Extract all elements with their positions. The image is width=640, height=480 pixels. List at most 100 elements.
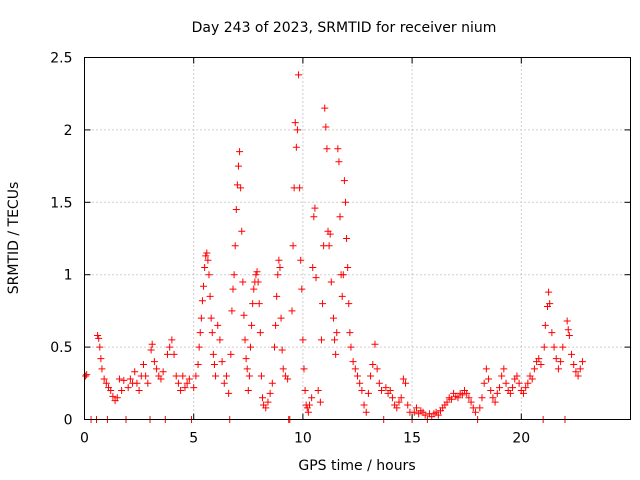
data-point	[242, 355, 250, 363]
data-point	[168, 336, 176, 344]
data-point	[118, 387, 126, 395]
data-point	[478, 394, 486, 402]
data-point	[513, 372, 521, 380]
data-point	[208, 329, 216, 337]
data-point	[509, 384, 517, 392]
data-point	[218, 358, 226, 366]
data-point	[249, 300, 257, 308]
data-point	[334, 145, 342, 153]
data-point	[297, 256, 305, 264]
data-point	[354, 372, 361, 380]
data-point	[97, 355, 105, 363]
data-point	[209, 350, 217, 358]
data-point	[495, 384, 503, 392]
data-point	[274, 271, 282, 279]
data-point	[476, 404, 484, 412]
data-point	[482, 365, 490, 373]
data-point	[271, 343, 279, 351]
data-point	[336, 213, 344, 221]
data-point	[204, 256, 212, 264]
data-point	[576, 365, 584, 373]
data-point	[568, 350, 576, 358]
data-point	[487, 387, 495, 395]
data-point	[537, 360, 545, 368]
data-point	[299, 336, 307, 344]
data-point	[410, 408, 418, 416]
data-point	[506, 389, 514, 397]
data-point	[240, 311, 248, 319]
data-point	[485, 375, 493, 383]
data-point	[316, 398, 324, 406]
data-point	[131, 368, 139, 376]
data-point	[273, 292, 281, 300]
data-point	[126, 375, 134, 383]
data-point	[421, 411, 429, 419]
data-point	[519, 389, 527, 397]
data-point	[563, 317, 571, 325]
y-tick-label: 2	[64, 123, 73, 139]
data-point	[289, 242, 297, 250]
data-point	[373, 365, 381, 373]
data-point	[333, 329, 341, 337]
data-point	[540, 343, 548, 351]
data-point	[319, 300, 327, 308]
data-point	[345, 300, 353, 308]
data-point	[369, 360, 377, 368]
data-point	[203, 249, 211, 257]
y-tick-label: 1.5	[50, 195, 72, 211]
data-point	[254, 278, 262, 286]
data-point	[535, 355, 543, 363]
data-point	[262, 404, 270, 412]
data-point	[236, 148, 244, 156]
data-point	[256, 329, 264, 337]
data-point	[326, 230, 334, 238]
data-point	[95, 334, 103, 342]
data-point	[378, 387, 386, 395]
data-point	[258, 394, 266, 402]
data-point	[340, 177, 348, 185]
data-point	[458, 391, 466, 399]
data-point	[491, 398, 499, 406]
data-point	[264, 398, 272, 406]
data-point	[314, 387, 322, 395]
data-point	[356, 379, 364, 387]
chart-title: Day 243 of 2023, SRMTID for receiver niu…	[192, 20, 497, 36]
data-point	[434, 411, 442, 419]
data-point	[94, 332, 102, 340]
data-point	[322, 123, 330, 131]
data-point	[559, 343, 567, 351]
data-point	[329, 314, 337, 322]
data-point	[276, 263, 284, 271]
data-point	[548, 329, 556, 337]
data-point	[358, 387, 366, 395]
data-point	[467, 398, 475, 406]
data-point	[395, 398, 403, 406]
data-point	[135, 387, 143, 395]
data-point	[115, 375, 123, 383]
data-point	[386, 387, 394, 395]
data-point	[480, 379, 488, 387]
data-point	[222, 372, 230, 380]
data-point	[244, 387, 252, 395]
data-point	[183, 379, 191, 387]
data-point	[412, 404, 420, 412]
data-point	[291, 119, 299, 127]
data-point	[293, 126, 301, 134]
data-point	[170, 350, 178, 358]
data-point	[243, 365, 251, 373]
data-point	[300, 365, 308, 373]
data-point	[142, 372, 150, 380]
data-point	[346, 329, 354, 337]
data-point	[393, 404, 401, 412]
data-point	[190, 384, 198, 392]
data-point	[335, 158, 343, 166]
data-point	[234, 162, 242, 170]
data-point	[321, 104, 329, 112]
data-point	[338, 292, 346, 300]
data-point	[205, 271, 213, 279]
data-point	[202, 252, 210, 260]
data-point	[522, 384, 530, 392]
data-point	[375, 379, 383, 387]
data-point	[163, 350, 171, 358]
data-point	[185, 375, 193, 383]
